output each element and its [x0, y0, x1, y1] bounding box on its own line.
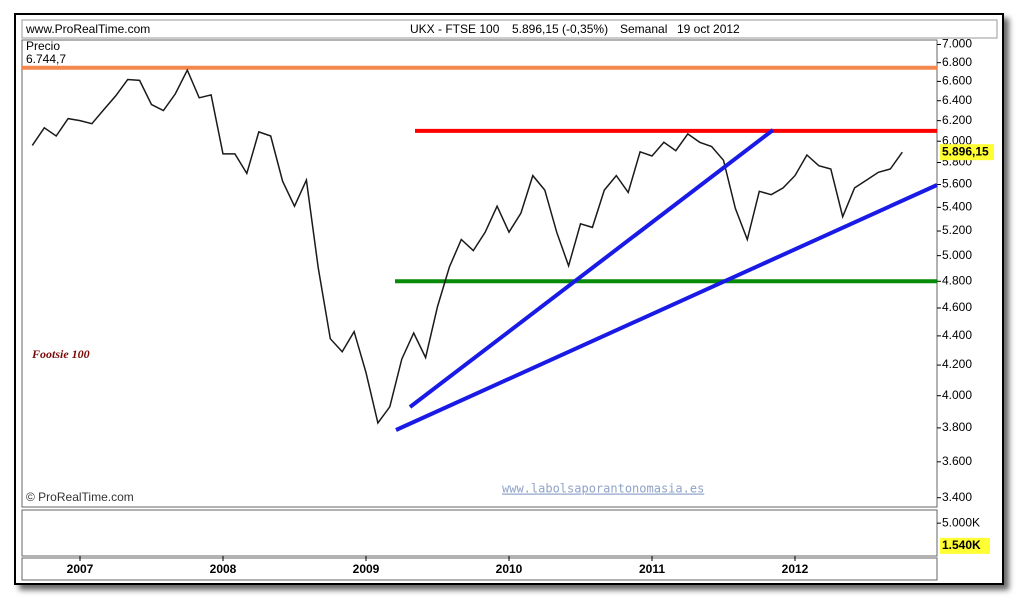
y-tick-label: 6.000 [942, 133, 972, 147]
title: UKX - FTSE 100 [410, 22, 500, 36]
annotation: Footsie 100 [31, 347, 90, 361]
x-tick-label: 2010 [496, 562, 523, 576]
y-tick-label: 4.000 [942, 388, 972, 402]
quote: 5.896,15 (-0,35%) [512, 22, 608, 36]
volume-box [940, 537, 990, 554]
last-price-box [940, 144, 994, 161]
y-tick-label: 3.600 [942, 454, 972, 468]
x-tick-label: 2011 [639, 562, 665, 576]
y-tick-label: 4.200 [942, 357, 972, 371]
x-tick-label: 2008 [210, 562, 237, 576]
price-panel [21, 39, 938, 508]
volume-tick-label: 5.000K [942, 515, 980, 529]
header-bar [21, 19, 998, 39]
y-tick-label: 6.200 [942, 113, 972, 127]
y-tick-label: 4.800 [942, 273, 972, 287]
volume-panel [21, 509, 938, 557]
y-tick-label: 5.400 [942, 200, 972, 214]
y-tick-label: 7.000 [942, 37, 972, 51]
y-tick-label: 4.600 [942, 300, 972, 314]
y-tick-label: 5.000 [942, 248, 972, 262]
period: Semanal [620, 22, 667, 36]
y-tick-label: 5.200 [942, 223, 972, 237]
y-tick-label: 3.800 [942, 420, 972, 434]
x-tick-label: 2007 [67, 562, 94, 576]
x-axis-panel [21, 557, 938, 581]
watermark: www.labolsaporantonomasia.es [502, 482, 704, 496]
source: www.ProRealTime.com [25, 22, 150, 36]
trendline [395, 183, 938, 432]
trendline [408, 128, 775, 409]
y-tick-label: 3.400 [942, 490, 972, 504]
y-tick-label: 4.400 [942, 328, 972, 342]
level-label: 6.744,7 [26, 52, 66, 66]
x-tick-label: 2009 [353, 562, 380, 576]
price-line [31, 68, 903, 425]
y-label: Precio [26, 39, 60, 53]
x-tick-label: 2012 [782, 562, 809, 576]
y-tick-label: 6.600 [942, 74, 972, 88]
y-tick-label: 6.400 [942, 93, 972, 107]
y-tick-label: 5.600 [942, 177, 972, 191]
last-price-label: 5.896,15 [942, 144, 989, 158]
date: 19 oct 2012 [677, 22, 740, 36]
volume-tick-label: 1.540K [942, 538, 981, 552]
copyright: © ProRealTime.com [26, 490, 134, 504]
y-tick-label: 6.800 [942, 55, 972, 69]
